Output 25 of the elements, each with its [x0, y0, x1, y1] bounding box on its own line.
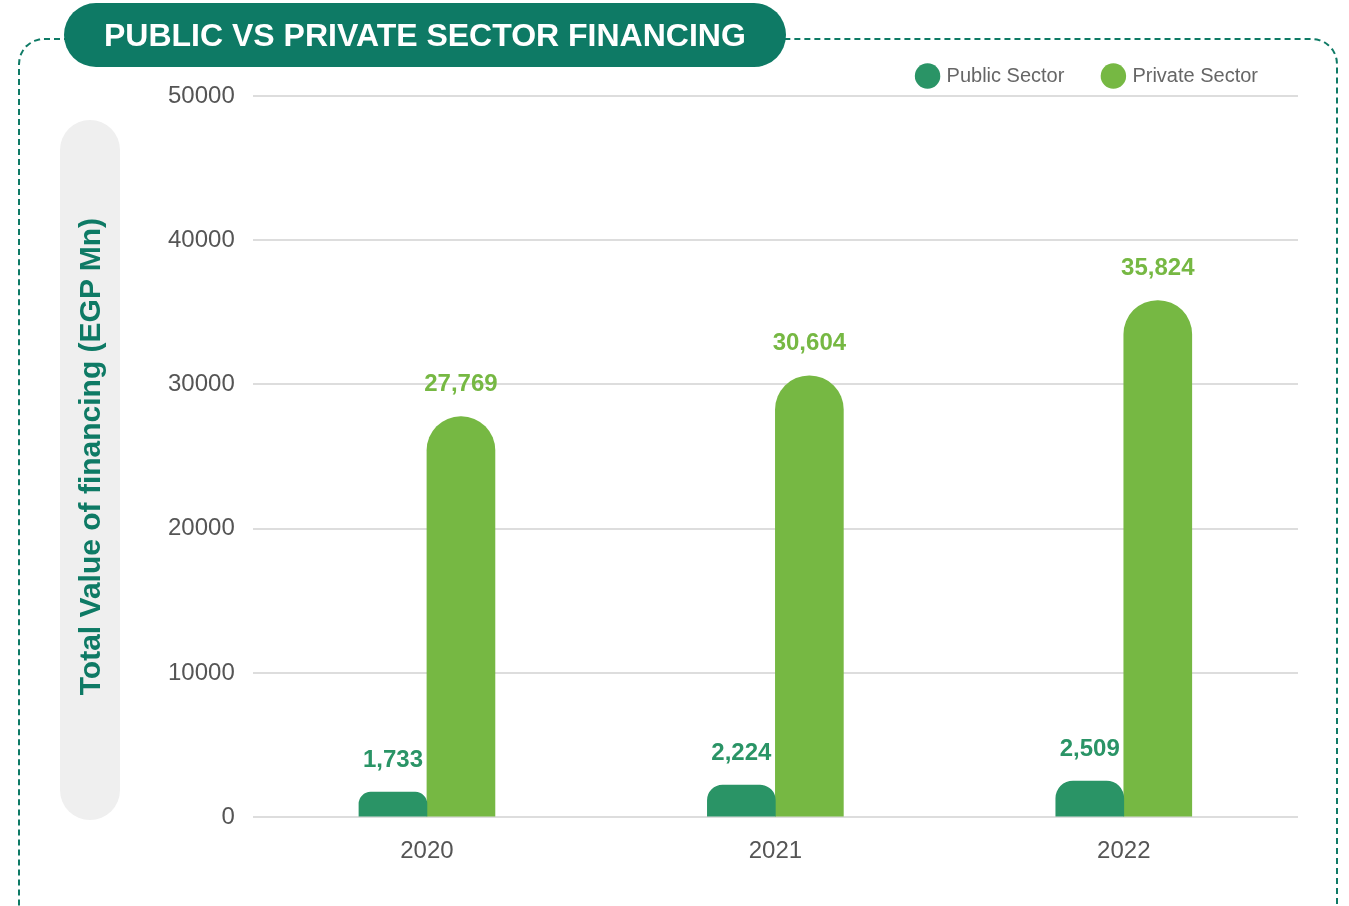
y-tick-label: 10000: [167, 657, 235, 685]
data-label: 2,224: [711, 737, 773, 765]
y-tick-label: 50000: [167, 80, 235, 108]
bar: [1123, 300, 1193, 817]
data-label: 30,604: [772, 328, 847, 356]
chart-title: PUBLIC VS PRIVATE SECTOR FINANCING: [64, 3, 786, 67]
legend-label: Private Sector: [1132, 63, 1259, 86]
bar: [775, 375, 844, 817]
bar: [426, 416, 496, 817]
x-tick-label: 2020: [400, 836, 454, 864]
y-tick-label: 30000: [167, 369, 235, 397]
bar: [707, 784, 776, 817]
y-tick-label: 40000: [167, 224, 235, 252]
data-label: 1,733: [362, 744, 423, 772]
bar: [1055, 780, 1125, 817]
x-tick-label: 2021: [748, 836, 803, 864]
y-tick-label: 20000: [167, 513, 235, 541]
y-axis-title: Total Value of financing (EGP Mn): [73, 217, 107, 696]
legend-label: Public Sector: [946, 63, 1065, 86]
data-label: 35,824: [1121, 253, 1196, 281]
y-tick-label: 0: [221, 801, 235, 829]
x-tick-label: 2022: [1097, 836, 1151, 864]
bar: [358, 791, 428, 817]
data-label: 2,509: [1059, 733, 1120, 761]
data-label: 27,769: [424, 369, 498, 397]
